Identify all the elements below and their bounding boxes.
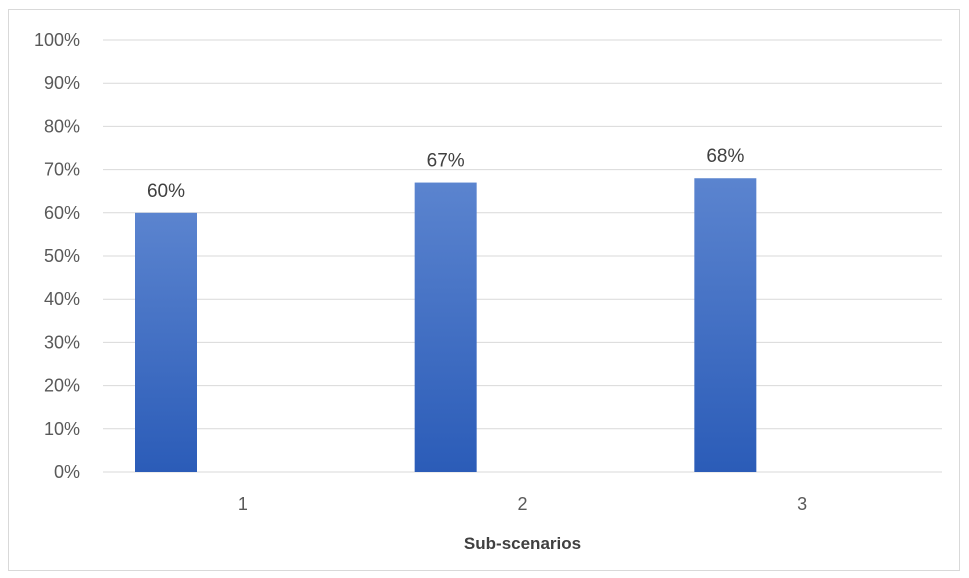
y-tick-label: 80% (44, 116, 80, 136)
data-labels: 60% 67% 68% (147, 146, 744, 202)
data-label-1: 60% (147, 181, 185, 202)
x-axis-tick-labels: 1 2 3 (238, 494, 807, 514)
x-axis-title: Sub-scenarios (464, 534, 581, 553)
x-tick-label-2: 2 (517, 494, 527, 514)
bars (135, 178, 757, 473)
y-tick-label: 40% (44, 289, 80, 309)
data-label-2: 67% (427, 151, 465, 172)
x-tick-label-3: 3 (797, 494, 807, 514)
y-axis-tick-labels: 0% 10% 20% 30% 40% 50% 60% 70% 80% 90% 100% (34, 30, 80, 482)
y-tick-label: 90% (44, 73, 80, 93)
bar-3 (694, 178, 757, 473)
y-tick-label: 0% (54, 462, 80, 482)
y-tick-label: 70% (44, 160, 80, 180)
y-tick-label: 30% (44, 332, 80, 352)
y-tick-label: 100% (34, 30, 80, 50)
x-tick-label-1: 1 (238, 494, 248, 514)
y-tick-label: 10% (44, 419, 80, 439)
y-tick-label: 50% (44, 246, 80, 266)
y-tick-label: 20% (44, 376, 80, 396)
data-label-3: 68% (706, 146, 744, 167)
gridlines (103, 39, 942, 473)
bar-2 (414, 182, 477, 472)
bar-1 (135, 212, 197, 473)
y-tick-label: 60% (44, 203, 80, 223)
